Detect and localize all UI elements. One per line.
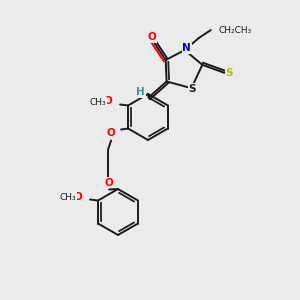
Text: O: O [74, 191, 82, 202]
Text: O: O [107, 128, 116, 139]
Text: CH₃: CH₃ [60, 193, 76, 202]
Text: S: S [189, 84, 196, 94]
Text: O: O [147, 32, 156, 42]
Text: O: O [105, 178, 113, 188]
Text: N: N [182, 43, 191, 53]
Text: H: H [136, 88, 145, 98]
Text: CH₃: CH₃ [90, 98, 106, 107]
Text: CH₂CH₃: CH₂CH₃ [219, 26, 252, 34]
Text: S: S [226, 68, 233, 78]
Text: O: O [104, 97, 112, 106]
